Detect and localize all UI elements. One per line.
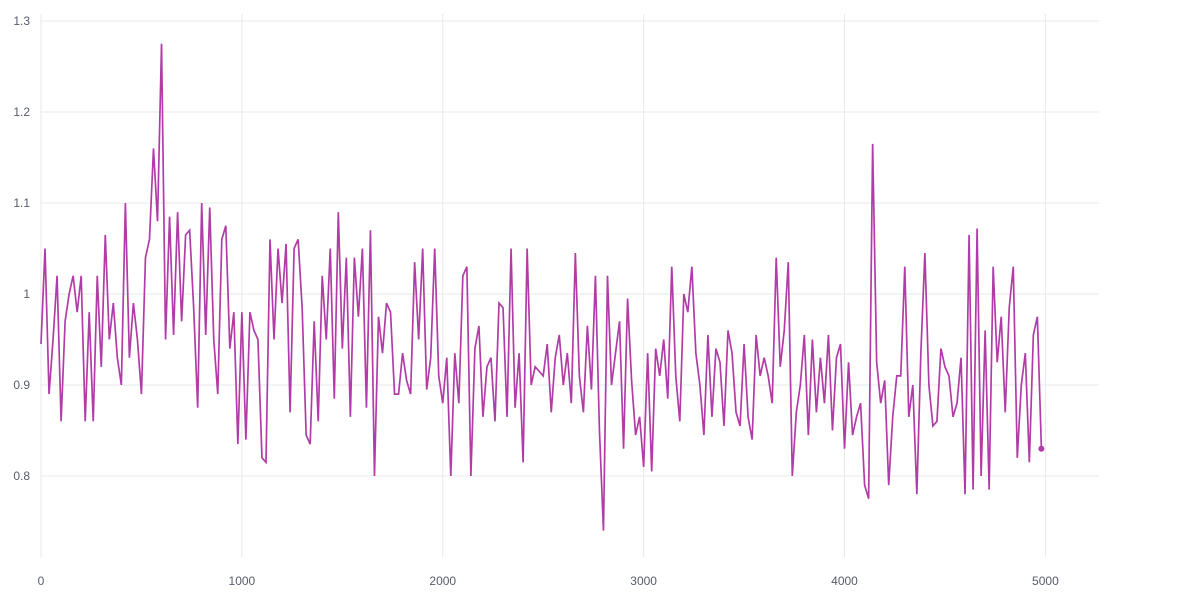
x-tick-label-4000: 4000 <box>831 574 858 588</box>
y-tick-label-1.2: 1.2 <box>13 105 30 119</box>
y-tick-label-1.1: 1.1 <box>13 196 30 210</box>
x-tick-label-5000: 5000 <box>1032 574 1059 588</box>
y-tick-label-1.3: 1.3 <box>13 14 30 28</box>
x-tick-label-2000: 2000 <box>429 574 456 588</box>
gridlines <box>40 14 1099 557</box>
x-tick-label-0: 0 <box>38 574 45 588</box>
end-point-dot <box>1038 445 1045 452</box>
y-tick-label-0.8: 0.8 <box>13 469 30 483</box>
x-tick-label-3000: 3000 <box>630 574 657 588</box>
y-tick-label-1: 1 <box>23 287 30 301</box>
axis-labels: 0 1000 2000 3000 4000 5000 0.8 0.9 1 1.1 1.2 1.3 <box>13 14 1059 588</box>
x-tick-label-1000: 1000 <box>229 574 256 588</box>
data-line-value <box>40 43 1043 531</box>
y-tick-label-0.9: 0.9 <box>13 378 30 392</box>
